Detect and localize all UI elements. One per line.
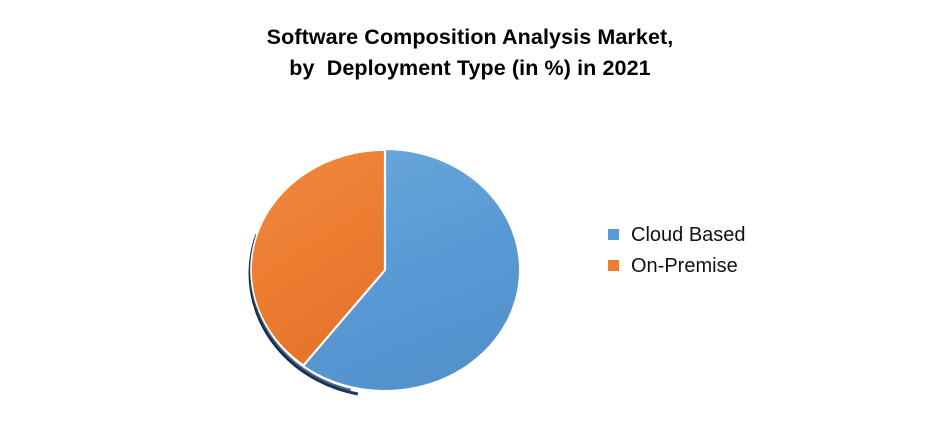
legend-item-on-premise[interactable]: On-Premise [608, 250, 828, 281]
legend-label-cloud-based: Cloud Based [631, 223, 746, 246]
legend-label-on-premise: On-Premise [631, 254, 738, 277]
legend-swatch-cloud-based [608, 229, 619, 240]
legend-swatch-on-premise [608, 260, 619, 271]
pie-divider-lower-left [302, 269, 386, 366]
chart-legend: Cloud Based On-Premise [608, 219, 828, 281]
pie-slice-on-premise[interactable] [250, 149, 386, 367]
chart-title: Software Composition Analysis Market, by… [0, 22, 940, 84]
chart-title-line-1: Software Composition Analysis Market, [266, 25, 674, 49]
pie-svg [248, 148, 522, 398]
pie-slice-cloud-based-arc [303, 150, 519, 390]
chart-title-line-2: by Deployment Type (in %) in 2021 [289, 56, 651, 80]
legend-item-cloud-based[interactable]: Cloud Based [608, 219, 828, 250]
pie-plot-area [240, 132, 540, 412]
